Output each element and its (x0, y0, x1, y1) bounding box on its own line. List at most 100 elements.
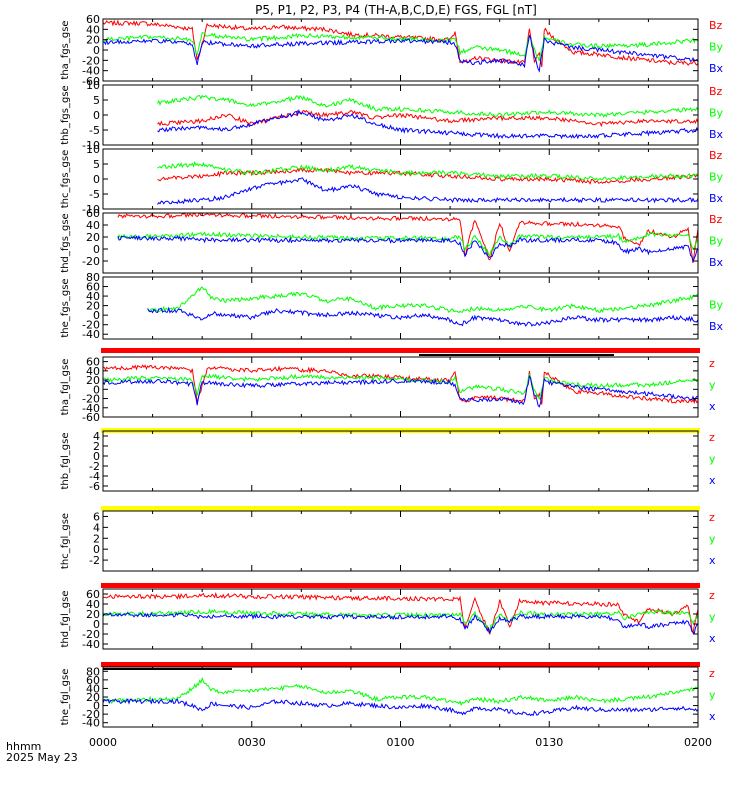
legend-y: y (709, 689, 716, 702)
legend-bz: Bz (709, 213, 723, 226)
y-tick-label: -2 (89, 554, 100, 567)
legend-x: x (709, 632, 716, 645)
series-by-line (103, 31, 698, 62)
y-axis-label: thd_fgl_gse (60, 591, 71, 648)
series-x-line (103, 374, 698, 408)
series-bx-line (147, 306, 698, 327)
y-axis-label: the_fgs_gse (60, 278, 71, 337)
y-tick-label: 0 (93, 173, 100, 186)
y-tick-label: 60 (86, 588, 100, 601)
y-tick-label: -40 (82, 328, 100, 341)
status-bar (101, 506, 700, 511)
series-bx-line (157, 177, 698, 205)
y-tick-label: 60 (86, 207, 100, 220)
y-tick-label: -10 (82, 139, 100, 152)
legend-by: By (709, 299, 724, 312)
series-z-line (103, 591, 698, 636)
y-tick-label: -5 (89, 124, 100, 137)
y-tick-label: -10 (82, 203, 100, 216)
series-y-line (103, 373, 698, 400)
series-x-line (103, 697, 698, 717)
y-axis-label: tha_fgs_gse (60, 20, 71, 79)
status-bar (101, 583, 700, 588)
series-bx-line (103, 34, 698, 73)
y-tick-label: 0 (93, 109, 100, 122)
y-tick-label: -20 (82, 628, 100, 641)
series-bx-line (157, 108, 698, 140)
y-tick-label: -20 (82, 255, 100, 268)
y-tick-label: -2 (89, 460, 100, 473)
legend-x: x (709, 400, 716, 413)
legend-z: z (709, 667, 715, 680)
y-tick-label: 60 (86, 356, 100, 369)
y-tick-label: 80 (86, 665, 100, 678)
y-tick-label: 10 (86, 143, 100, 156)
y-tick-label: -6 (89, 480, 100, 493)
y-tick-label: -40 (82, 638, 100, 651)
coverage-segment (419, 354, 614, 356)
y-tick-label: 0 (93, 543, 100, 556)
legend-bz: Bz (709, 19, 723, 32)
y-tick-label: 60 (86, 13, 100, 26)
y-tick-label: 20 (86, 300, 100, 313)
y-tick-label: 40 (86, 365, 100, 378)
panel-frame (102, 430, 699, 492)
y-tick-label: 5 (93, 94, 100, 107)
y-tick-label: 0 (93, 243, 100, 256)
legend-z: z (709, 589, 715, 602)
y-tick-label: 0 (93, 618, 100, 631)
series-y-line (103, 608, 698, 632)
y-axis-label: thc_fgl_gse (60, 513, 71, 569)
legend-by: By (709, 171, 724, 184)
status-bar (101, 348, 700, 353)
legend-z: z (709, 357, 715, 370)
series-bz-line (103, 19, 698, 68)
y-tick-label: -20 (82, 319, 100, 332)
y-tick-label: 0 (93, 700, 100, 713)
legend-z: z (709, 431, 715, 444)
y-tick-label: 40 (86, 682, 100, 695)
y-axis-label: thc_fgs_gse (60, 150, 71, 209)
series-bz-line (157, 109, 698, 128)
x-tick-label: 0030 (238, 736, 266, 749)
series-by-line (157, 94, 698, 118)
y-tick-label: 60 (86, 674, 100, 687)
panel-thb-fgs-gse: 10 5 0 -5 -10 thb_fgs_gse Bz By Bx (60, 79, 724, 152)
legend-y: y (709, 379, 716, 392)
panel-frame (102, 276, 699, 340)
y-tick-label: -60 (82, 411, 100, 424)
y-tick-label: 4 (93, 430, 100, 443)
series-bx-line (117, 234, 698, 263)
legend-bx: Bx (709, 256, 724, 269)
y-tick-label: -60 (82, 75, 100, 88)
y-axis-label: tha_fgl_gse (60, 359, 71, 416)
y-tick-label: 0 (93, 383, 100, 396)
y-tick-label: -40 (82, 717, 100, 730)
legend-by: By (709, 107, 724, 120)
y-tick-label: -40 (82, 65, 100, 78)
legend-y: y (709, 611, 716, 624)
legend-y: y (709, 453, 716, 466)
legend-by: By (709, 41, 724, 54)
legend-x: x (709, 474, 716, 487)
panel-thb-fgl-gse: 420-2-4-6 thb_fgl_gse zyx (60, 430, 716, 493)
legend-bx: Bx (709, 62, 724, 75)
y-tick-label: 40 (86, 219, 100, 232)
legend-bz: Bz (709, 85, 723, 98)
legend-x: x (709, 710, 716, 723)
y-tick-label: 40 (86, 598, 100, 611)
x-tick-label: 0100 (387, 736, 415, 749)
y-tick-label: -5 (89, 188, 100, 201)
y-axis-label: thd_fgs_gse (60, 213, 71, 272)
y-tick-label: 0 (93, 44, 100, 57)
y-tick-label: 5 (93, 158, 100, 171)
legend-bx: Bx (709, 320, 724, 333)
y-tick-label: -20 (82, 708, 100, 721)
x-tick-label: 0000 (89, 736, 117, 749)
